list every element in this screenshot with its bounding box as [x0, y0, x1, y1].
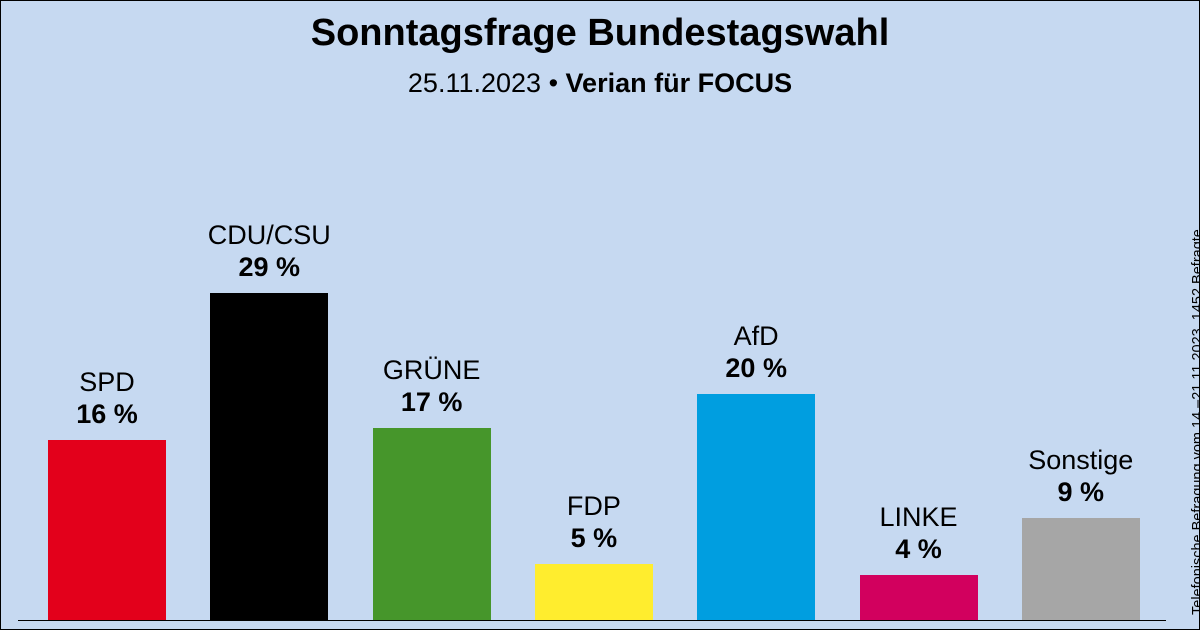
bar-gr-ne	[372, 428, 491, 620]
party-value: 5 %	[570, 522, 618, 553]
chart-baseline	[18, 620, 1166, 621]
party-value: 17 %	[400, 387, 463, 418]
bar-label-spd: SPD 16 %	[27, 366, 187, 430]
bar-spd	[48, 439, 166, 620]
subtitle-date: 25.11.2023	[407, 68, 542, 98]
party-name: Sonstige	[1028, 445, 1134, 476]
party-value: 4 %	[895, 533, 942, 564]
bar-label-sonstige: Sonstige 9 %	[1001, 444, 1161, 508]
party-value: 16 %	[76, 398, 138, 429]
bar-label-cdu-csu: CDU/CSU 29 %	[189, 219, 349, 283]
party-value: 20 %	[725, 353, 787, 384]
party-value: 29 %	[238, 251, 301, 282]
party-name: AfD	[733, 321, 779, 352]
party-name: FDP	[566, 490, 621, 521]
party-name: LINKE	[879, 501, 958, 532]
party-name: SPD	[79, 366, 135, 397]
bar-label-fdp: FDP 5 %	[514, 490, 674, 554]
party-name: GRÜNE	[382, 355, 481, 386]
party-name: CDU/CSU	[207, 219, 331, 250]
subtitle-separator: •	[548, 68, 559, 98]
bar-cdu-csu	[210, 292, 329, 620]
bar-fdp	[534, 563, 653, 620]
bar-label-gr-ne: GRÜNE 17 %	[352, 354, 512, 418]
bar-sonstige	[1021, 518, 1140, 620]
bar-linke	[859, 574, 978, 620]
party-value: 9 %	[1057, 477, 1105, 508]
bar-label-afd: AfD 20 %	[676, 320, 836, 384]
chart-subtitle: 25.11.2023 • Verian für FOCUS	[0, 68, 1200, 99]
bar-label-linke: LINKE 4 %	[839, 501, 999, 565]
bar-afd	[697, 394, 816, 620]
chart-title: Sonntagsfrage Bundestagswahl	[310, 12, 890, 54]
subtitle-source: Verian für FOCUS	[565, 68, 793, 98]
